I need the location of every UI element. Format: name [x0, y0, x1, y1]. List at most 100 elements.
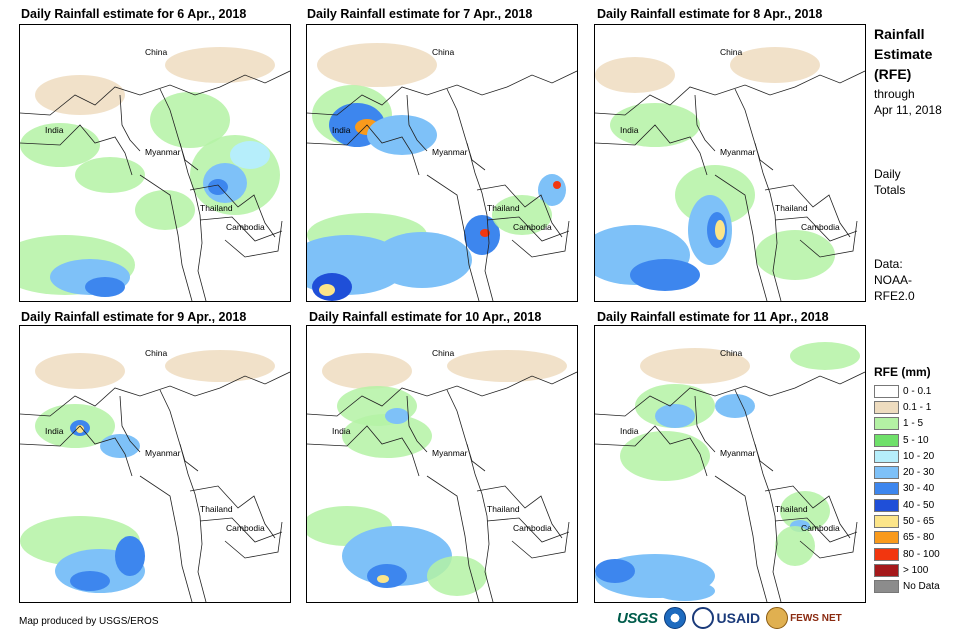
country-border — [486, 517, 570, 543]
rainfall-area — [372, 232, 472, 288]
rainfall-area — [367, 564, 407, 588]
rainfall-area — [322, 353, 412, 389]
side-title-line: (RFE) — [874, 66, 912, 82]
place-label-thailand: Thailand — [200, 504, 233, 514]
place-label-myanmar: Myanmar — [145, 147, 181, 157]
country-border — [446, 88, 486, 171]
rainfall-area — [317, 43, 437, 87]
legend-swatch — [874, 417, 899, 431]
rainfall-area — [775, 526, 815, 566]
legend-label: 40 - 50 — [903, 499, 935, 511]
map-credit: Map produced by USGS/EROS — [19, 616, 159, 627]
legend-label: 80 - 100 — [903, 548, 940, 560]
place-label-myanmar: Myanmar — [432, 448, 468, 458]
country-border — [734, 389, 774, 472]
country-border — [189, 184, 276, 238]
logo-strip: USGS USAID FEWS NET — [617, 607, 842, 629]
place-label-myanmar: Myanmar — [720, 147, 756, 157]
rainfall-area — [319, 284, 335, 296]
country-border — [511, 521, 570, 559]
rainfall-area — [165, 47, 275, 83]
place-label-india: India — [620, 125, 639, 135]
country-border — [406, 94, 428, 152]
legend-label: 0.1 - 1 — [903, 401, 932, 413]
country-border — [224, 220, 283, 258]
fews-net-logo: FEWS NET — [766, 607, 842, 629]
legend-item: 20 - 30 — [874, 464, 940, 480]
country-border — [799, 521, 858, 559]
rainfall-area — [115, 536, 145, 576]
place-label-china: China — [432, 47, 455, 57]
country-border — [199, 517, 283, 543]
country-border — [595, 124, 708, 176]
legend-swatch — [874, 433, 899, 447]
place-label-thailand: Thailand — [200, 203, 233, 213]
panel-title-apr-8: Daily Rainfall estimate for 8 Apr., 2018 — [597, 7, 823, 21]
side-title-line: Rainfall — [874, 26, 925, 42]
place-label-thailand: Thailand — [775, 203, 808, 213]
country-border — [595, 425, 708, 477]
through-date: through Apr 11, 2018 — [874, 86, 942, 118]
legend: 0 - 0.1 0.1 - 1 1 - 5 5 - 10 10 - 20 20 - 30 3… — [874, 383, 940, 595]
rainfall-area — [780, 491, 830, 531]
panel-title-apr-11: Daily Rainfall estimate for 11 Apr., 201… — [597, 310, 829, 324]
rainfall-map-graphic — [307, 350, 577, 602]
rainfall-area — [480, 229, 490, 237]
legend-label: 50 - 65 — [903, 516, 935, 528]
legend-swatch — [874, 531, 899, 545]
country-border — [595, 70, 865, 116]
legend-item: 0 - 0.1 — [874, 383, 940, 399]
legend-item: 10 - 20 — [874, 448, 940, 464]
fews-net-seal-icon — [766, 607, 789, 629]
place-label-thailand: Thailand — [775, 504, 808, 514]
rainfall-map-graphic — [20, 350, 290, 602]
country-border — [426, 475, 480, 602]
legend-item: 5 - 10 — [874, 432, 940, 448]
country-border — [595, 371, 865, 417]
rainfall-area — [715, 394, 755, 418]
rainfall-area — [367, 115, 437, 155]
legend-title: RFE (mm) — [874, 365, 931, 379]
rainfall-map-graphic — [595, 342, 865, 602]
country-border — [734, 88, 774, 171]
country-border — [159, 389, 199, 472]
country-border — [307, 425, 420, 477]
legend-item: 0.1 - 1 — [874, 399, 940, 415]
place-label-india: India — [45, 426, 64, 436]
country-border — [307, 371, 577, 417]
rainfall-area — [730, 47, 820, 83]
country-border — [754, 142, 782, 301]
rainfall-map-graphic — [307, 43, 577, 301]
legend-swatch — [874, 466, 899, 480]
legend-item: > 100 — [874, 562, 940, 578]
country-border — [199, 216, 283, 242]
country-border — [764, 485, 851, 539]
rainfall-area — [76, 425, 84, 433]
rainfall-map-apr-11: China India Myanmar Thailand Cambodia — [594, 325, 866, 603]
legend-label: 65 - 80 — [903, 532, 935, 544]
country-border — [139, 475, 193, 602]
rainfall-area — [165, 350, 275, 382]
rainfall-area — [790, 342, 860, 370]
daily-line: Daily — [874, 167, 901, 181]
noaa-logo-icon — [663, 607, 686, 629]
legend-label: 1 - 5 — [903, 418, 924, 430]
rainfall-area — [230, 141, 270, 169]
data-source-line: RFE2.0 — [874, 289, 915, 303]
panel-title-apr-6: Daily Rainfall estimate for 6 Apr., 2018 — [21, 7, 247, 21]
place-label-china: China — [720, 47, 743, 57]
legend-item: 40 - 50 — [874, 497, 940, 513]
place-label-india: India — [45, 125, 64, 135]
rainfall-map-apr-6: China India Myanmar Thailand Cambodia — [19, 24, 291, 302]
legend-item: 50 - 65 — [874, 513, 940, 529]
country-border — [20, 124, 133, 176]
place-label-cambodia: Cambodia — [226, 222, 265, 232]
rainfall-area — [447, 350, 567, 382]
legend-item: 80 - 100 — [874, 546, 940, 562]
legend-label: 5 - 10 — [903, 434, 929, 446]
rainfall-area — [70, 571, 110, 591]
legend-swatch — [874, 580, 899, 594]
place-label-myanmar: Myanmar — [145, 448, 181, 458]
country-border — [179, 443, 207, 602]
rainfall-area — [35, 75, 125, 115]
